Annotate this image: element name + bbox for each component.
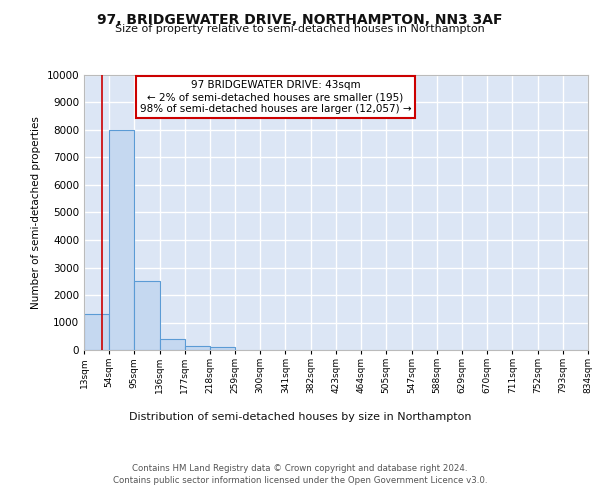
Text: Distribution of semi-detached houses by size in Northampton: Distribution of semi-detached houses by … [129,412,471,422]
Text: Contains HM Land Registry data © Crown copyright and database right 2024.: Contains HM Land Registry data © Crown c… [132,464,468,473]
Text: Size of property relative to semi-detached houses in Northampton: Size of property relative to semi-detach… [115,24,485,34]
Bar [185,346,210,350]
Y-axis label: Number of semi-detached properties: Number of semi-detached properties [31,116,41,309]
Bar [109,130,134,350]
Bar [160,339,185,350]
Text: 97 BRIDGEWATER DRIVE: 43sqm
← 2% of semi-detached houses are smaller (195)
98% o: 97 BRIDGEWATER DRIVE: 43sqm ← 2% of semi… [140,80,412,114]
Text: Contains public sector information licensed under the Open Government Licence v3: Contains public sector information licen… [113,476,487,485]
Bar [210,347,235,350]
Text: 97, BRIDGEWATER DRIVE, NORTHAMPTON, NN3 3AF: 97, BRIDGEWATER DRIVE, NORTHAMPTON, NN3 … [97,12,503,26]
Bar [84,314,109,350]
Bar [134,281,160,350]
